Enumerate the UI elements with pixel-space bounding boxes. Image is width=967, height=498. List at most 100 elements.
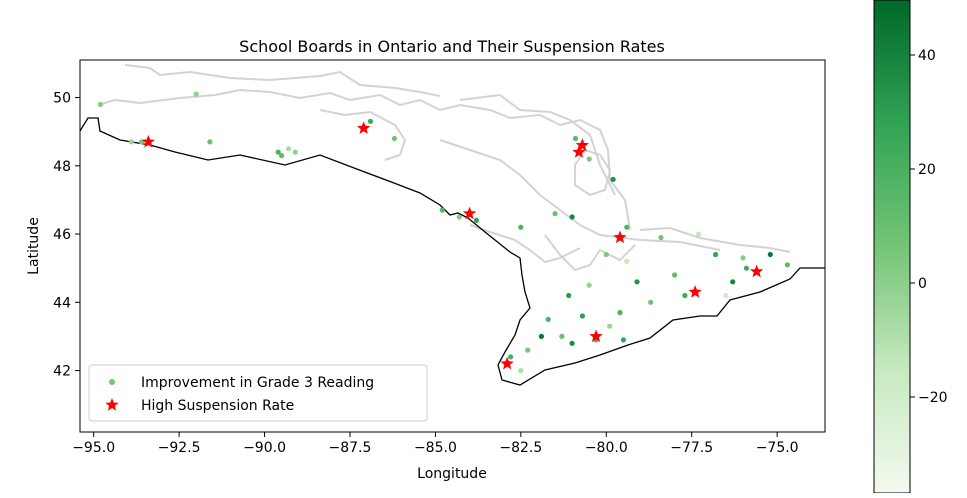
y-tick-label: 50 [53,91,71,107]
improvement-point [730,279,736,285]
improvement-point [292,149,298,155]
improvement-point [518,224,524,230]
boundary-east [639,226,791,253]
improvement-point [552,211,558,217]
colorbar-tick-label: 0 [918,276,927,292]
improvement-point [138,139,145,145]
boundary-cluster [544,234,636,272]
improvement-point [740,255,746,261]
x-tick-label: −77.5 [670,440,713,456]
colorbar-gradient [873,0,911,494]
improvement-point [586,282,592,288]
boundary-lake-nipigon [319,109,407,161]
plot-frame [79,59,826,433]
y-tick-label: 46 [53,227,71,243]
x-tick-label: −90.0 [243,440,286,456]
improvement-point [586,156,592,162]
boundary-central [439,139,721,251]
legend: Improvement in Grade 3 Reading High Susp… [88,364,428,422]
legend-label-suspension: High Suspension Rate [141,398,294,414]
legend-label-improvement: Improvement in Grade 3 Reading [141,375,374,391]
improvement-point [275,149,281,155]
legend-dot-icon [109,379,115,385]
improvement-point [456,214,462,220]
improvement-point [617,310,623,316]
improvement-point [743,265,750,271]
boundary-islands [469,224,581,264]
improvement-point [569,340,575,346]
boundary-ne-blocks [574,148,612,197]
provincial-outline [80,117,825,386]
improvement-point [603,251,609,258]
improvement-point [566,292,572,299]
improvement-point [620,337,627,343]
x-tick-label: −75.0 [756,440,799,456]
improvement-point [672,272,678,278]
suspension-star [589,329,603,343]
chart-title: School Boards in Ontario and Their Suspe… [239,37,665,56]
x-tick-label: −92.5 [158,440,201,456]
suspension-star [572,145,586,158]
improvement-point [193,91,199,97]
x-tick-label: −95.0 [72,440,115,456]
improvement-point [624,224,630,230]
y-tick-label: 44 [53,295,71,311]
y-tick-label: 42 [53,364,71,380]
improvement-point [767,251,773,258]
improvement-point [525,347,531,353]
colorbar-tick-label: −20 [918,390,948,406]
improvement-point [723,292,729,299]
suspension-star [688,285,702,298]
improvement-point [473,217,479,223]
legend-star-icon [105,398,119,411]
map-layer [80,64,825,386]
improvement-point [610,176,616,182]
improvement-point [285,146,292,152]
improvement-point [518,368,524,374]
improvement-point [128,139,134,145]
district-boundaries [97,64,791,272]
improvement-point [607,323,613,329]
x-tick-label: −85.0 [414,440,457,456]
suspension-star [750,264,764,278]
improvement-point [97,101,104,107]
suspension-star [500,356,514,370]
suspension-stars [141,121,764,370]
improvement-point [634,279,640,285]
improvement-point [784,262,791,268]
suspension-star [462,206,477,220]
improvement-point [682,292,688,299]
y-tick-label: 48 [53,159,71,175]
boundary-north-far [124,64,441,97]
x-axis: −95.0 −92.5 −90.0 −87.5 −85.0 −82.5 −80.0 −77.5… [72,432,799,456]
improvement-point [538,333,545,339]
colorbar-ticks: −20 0 20 40 [910,48,948,406]
y-axis-label: Latitude [26,217,42,275]
improvement-point [624,258,630,264]
improvement-point [569,214,575,220]
x-axis-label: Longitude [417,466,487,482]
y-axis: 42 44 46 48 50 [53,91,80,380]
colorbar-tick-label: 20 [918,162,936,178]
suspension-star [357,121,371,134]
improvement-point [439,207,445,213]
boundary-northwest [97,88,631,231]
improvement-point [367,118,374,124]
x-tick-label: −87.5 [329,440,372,456]
improvement-point [207,139,213,145]
improvement-point [579,313,586,319]
improvement-point [648,299,654,305]
suspension-star [613,230,627,244]
improvement-points [97,91,791,374]
colorbar-tick-label: 40 [918,48,936,64]
improvement-point [713,251,719,258]
boundary-northeast [459,93,616,196]
legend-box [88,364,428,422]
improvement-point [508,354,514,360]
improvement-point [559,333,565,339]
suspension-star [575,138,589,151]
suspension-star [141,134,155,148]
improvement-point [658,234,664,241]
